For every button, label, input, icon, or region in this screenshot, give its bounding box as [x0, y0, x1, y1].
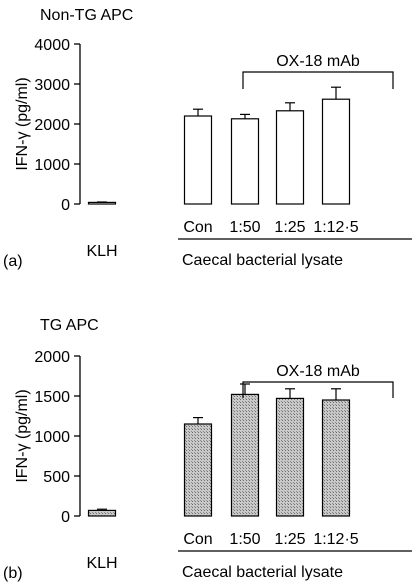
y-tick-label: 500 [43, 469, 70, 486]
x-tick-label: Con [183, 219, 212, 236]
panel-label: (a) [3, 253, 23, 270]
group-label: Caecal bacterial lysate [182, 564, 343, 581]
x-tick-label: 1:50 [229, 219, 260, 236]
treatment-bracket [242, 71, 394, 89]
bar [321, 98, 351, 205]
y-tick-label: 0 [61, 197, 70, 214]
bar [275, 397, 305, 517]
y-tick-label: 3000 [34, 77, 70, 94]
bar [183, 115, 213, 205]
chart-title: TG APC [40, 317, 99, 334]
x-tick-label: 1:12·5 [313, 531, 358, 548]
bracket-label: OX-18 mAb [276, 363, 360, 380]
group-label: Caecal bacterial lysate [182, 252, 343, 269]
y-tick-label: 1500 [34, 389, 70, 406]
bar [321, 399, 351, 517]
bar [87, 509, 117, 517]
y-axis-label: IFN-γ (pg/ml) [14, 77, 31, 170]
y-tick-label: 2000 [34, 349, 70, 366]
x-tick-label: Con [183, 531, 212, 548]
y-tick-label: 4000 [34, 37, 70, 54]
bar [87, 201, 117, 205]
x-tick-label: 1:50 [229, 531, 260, 548]
bar [230, 118, 260, 205]
y-axis-label: IFN-γ (pg/ml) [14, 389, 31, 482]
chart-title: Non-TG APC [40, 7, 133, 24]
chart-panel-b: TG APC IFN-γ (pg/ml) 0 500 1000 1500 2000 OX-18… [3, 317, 412, 582]
x-tick-label: KLH [86, 243, 117, 260]
panel-label: (b) [3, 565, 23, 582]
bracket-label: OX-18 mAb [276, 53, 360, 70]
y-tick-label: 0 [61, 509, 70, 526]
bar [275, 110, 305, 205]
bar [230, 393, 260, 517]
treatment-bracket [242, 381, 394, 398]
y-tick-label: 2000 [34, 117, 70, 134]
chart-panel-a: Non-TG APC IFN-γ (pg/ml) 0 1000 2000 3000 4000… [3, 7, 412, 270]
x-tick-label: 1:25 [274, 531, 305, 548]
bar [183, 423, 213, 517]
x-tick-label: KLH [86, 555, 117, 572]
x-tick-label: 1:25 [274, 219, 305, 236]
y-tick-label: 1000 [34, 157, 70, 174]
x-tick-label: 1:12·5 [313, 219, 358, 236]
y-tick-label: 1000 [34, 429, 70, 446]
